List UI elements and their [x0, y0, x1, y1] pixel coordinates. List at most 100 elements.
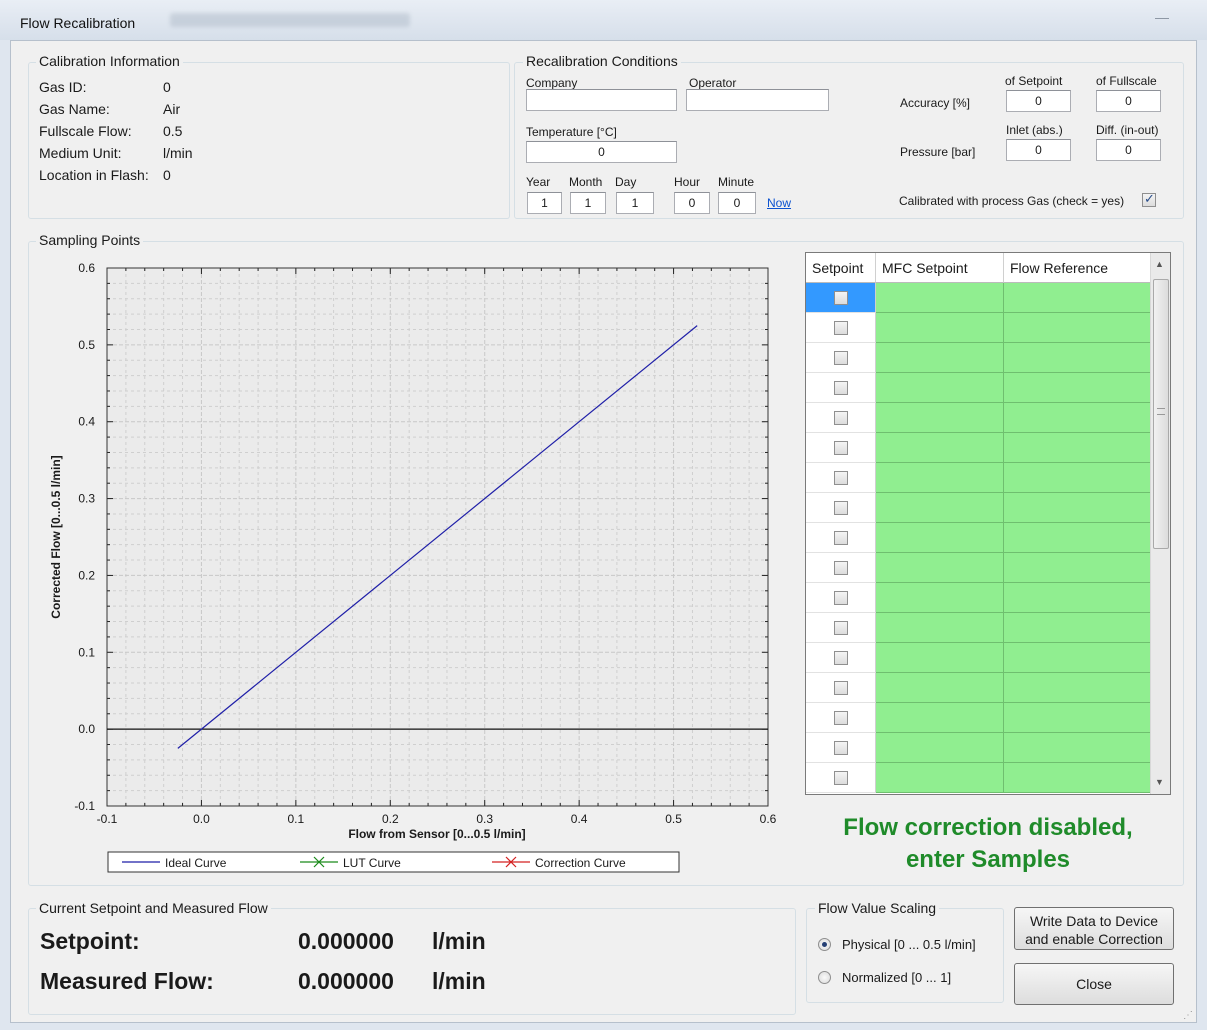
mfc-setpoint-cell[interactable]: [876, 433, 1004, 463]
setpoint-cell[interactable]: [806, 553, 876, 583]
flow-reference-cell[interactable]: [1004, 733, 1151, 763]
physical-radio-label[interactable]: Physical [0 ... 0.5 l/min]: [842, 937, 976, 952]
mfc-setpoint-cell[interactable]: [876, 523, 1004, 553]
mfc-setpoint-cell[interactable]: [876, 583, 1004, 613]
write-data-button[interactable]: Write Data to Device and enable Correcti…: [1014, 907, 1174, 950]
table-row[interactable]: [806, 343, 1151, 373]
column-header-mfc-setpoint[interactable]: MFC Setpoint: [876, 253, 1004, 283]
row-checkbox[interactable]: [834, 381, 848, 395]
sampling-table[interactable]: Setpoint MFC Setpoint Flow Reference ▲ ▼: [805, 252, 1171, 795]
row-checkbox[interactable]: [834, 591, 848, 605]
mfc-setpoint-cell[interactable]: [876, 343, 1004, 373]
table-row[interactable]: [806, 673, 1151, 703]
setpoint-cell[interactable]: [806, 313, 876, 343]
table-row[interactable]: [806, 463, 1151, 493]
mfc-setpoint-cell[interactable]: [876, 613, 1004, 643]
now-link[interactable]: Now: [767, 196, 792, 210]
flow-reference-cell[interactable]: [1004, 343, 1151, 373]
setpoint-cell[interactable]: [806, 463, 876, 493]
normalized-radio-label[interactable]: Normalized [0 ... 1]: [842, 970, 952, 985]
row-checkbox[interactable]: [834, 291, 848, 305]
row-checkbox[interactable]: [834, 501, 848, 515]
month-field[interactable]: 1: [570, 192, 606, 214]
flow-reference-cell[interactable]: [1004, 763, 1151, 793]
sampling-chart[interactable]: -0.1 0.0 0.1 0.2 0.3 0.4 0.5 0.6 -0.1 0.0 0.1 0.2 0.…: [40, 255, 790, 880]
table-row[interactable]: [806, 373, 1151, 403]
hour-field[interactable]: 0: [674, 192, 710, 214]
table-row[interactable]: [806, 643, 1151, 673]
row-checkbox[interactable]: [834, 651, 848, 665]
row-checkbox[interactable]: [834, 471, 848, 485]
flow-reference-cell[interactable]: [1004, 373, 1151, 403]
process-gas-checkbox[interactable]: [1142, 191, 1156, 207]
flow-reference-cell[interactable]: [1004, 643, 1151, 673]
mfc-setpoint-cell[interactable]: [876, 463, 1004, 493]
mfc-setpoint-cell[interactable]: [876, 643, 1004, 673]
table-row[interactable]: [806, 703, 1151, 733]
row-checkbox[interactable]: [834, 411, 848, 425]
setpoint-cell[interactable]: [806, 523, 876, 553]
table-row[interactable]: [806, 313, 1151, 343]
setpoint-cell[interactable]: [806, 703, 876, 733]
column-header-flow-reference[interactable]: Flow Reference: [1004, 253, 1151, 283]
row-checkbox[interactable]: [834, 321, 848, 335]
table-row[interactable]: [806, 493, 1151, 523]
flow-reference-cell[interactable]: [1004, 283, 1151, 313]
row-checkbox[interactable]: [834, 621, 848, 635]
flow-reference-cell[interactable]: [1004, 583, 1151, 613]
year-field[interactable]: 1: [527, 192, 562, 214]
mfc-setpoint-cell[interactable]: [876, 313, 1004, 343]
mfc-setpoint-cell[interactable]: [876, 703, 1004, 733]
mfc-setpoint-cell[interactable]: [876, 283, 1004, 313]
scroll-up-icon[interactable]: ▲: [1155, 259, 1164, 269]
temperature-field[interactable]: 0: [526, 141, 677, 163]
company-field[interactable]: [526, 89, 677, 111]
flow-reference-cell[interactable]: [1004, 703, 1151, 733]
close-button[interactable]: Close: [1014, 963, 1174, 1005]
row-checkbox[interactable]: [834, 561, 848, 575]
mfc-setpoint-cell[interactable]: [876, 733, 1004, 763]
minimize-icon[interactable]: —: [1155, 9, 1169, 25]
setpoint-cell[interactable]: [806, 433, 876, 463]
setpoint-cell[interactable]: [806, 643, 876, 673]
setpoint-cell[interactable]: [806, 493, 876, 523]
pressure-diff-field[interactable]: 0: [1096, 139, 1161, 161]
table-row[interactable]: [806, 733, 1151, 763]
flow-reference-cell[interactable]: [1004, 553, 1151, 583]
flow-reference-cell[interactable]: [1004, 463, 1151, 493]
table-row[interactable]: [806, 433, 1151, 463]
operator-field[interactable]: [686, 89, 829, 111]
row-checkbox[interactable]: [834, 681, 848, 695]
setpoint-cell[interactable]: [806, 343, 876, 373]
flow-reference-cell[interactable]: [1004, 523, 1151, 553]
table-row[interactable]: [806, 403, 1151, 433]
mfc-setpoint-cell[interactable]: [876, 403, 1004, 433]
flow-reference-cell[interactable]: [1004, 313, 1151, 343]
physical-radio[interactable]: [818, 938, 831, 951]
row-checkbox[interactable]: [834, 441, 848, 455]
mfc-setpoint-cell[interactable]: [876, 493, 1004, 523]
scroll-down-icon[interactable]: ▼: [1155, 777, 1164, 787]
table-row[interactable]: [806, 523, 1151, 553]
flow-reference-cell[interactable]: [1004, 433, 1151, 463]
row-checkbox[interactable]: [834, 351, 848, 365]
setpoint-cell[interactable]: [806, 373, 876, 403]
setpoint-cell[interactable]: [806, 733, 876, 763]
normalized-radio[interactable]: [818, 971, 831, 984]
row-checkbox[interactable]: [834, 771, 848, 785]
table-scrollbar[interactable]: ▲ ▼: [1150, 253, 1170, 794]
table-row[interactable]: [806, 763, 1151, 793]
pressure-inlet-field[interactable]: 0: [1006, 139, 1071, 161]
flow-reference-cell[interactable]: [1004, 613, 1151, 643]
minute-field[interactable]: 0: [718, 192, 756, 214]
flow-reference-cell[interactable]: [1004, 673, 1151, 703]
mfc-setpoint-cell[interactable]: [876, 373, 1004, 403]
mfc-setpoint-cell[interactable]: [876, 673, 1004, 703]
setpoint-cell[interactable]: [806, 403, 876, 433]
flow-reference-cell[interactable]: [1004, 493, 1151, 523]
setpoint-cell[interactable]: [806, 763, 876, 793]
table-row[interactable]: [806, 553, 1151, 583]
accuracy-fullscale-field[interactable]: 0: [1096, 90, 1161, 112]
table-row[interactable]: [806, 583, 1151, 613]
mfc-setpoint-cell[interactable]: [876, 553, 1004, 583]
